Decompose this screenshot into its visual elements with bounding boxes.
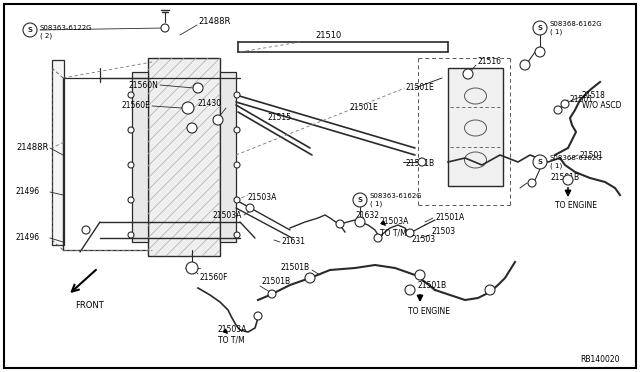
Text: 21496: 21496 (16, 234, 40, 243)
Circle shape (554, 106, 562, 114)
Circle shape (246, 204, 254, 212)
Text: 21503A: 21503A (248, 193, 277, 202)
Circle shape (234, 197, 240, 203)
Text: S08368-6162G: S08368-6162G (550, 155, 603, 161)
Circle shape (268, 290, 276, 298)
Text: 21503A: 21503A (380, 218, 410, 227)
Text: 21501B: 21501B (551, 173, 580, 183)
Text: ( 2): ( 2) (40, 33, 52, 39)
Text: S: S (28, 27, 33, 33)
Text: 21518: 21518 (582, 90, 606, 99)
Bar (148, 58, 220, 256)
Circle shape (563, 175, 573, 185)
Text: 21501B: 21501B (281, 263, 310, 273)
Text: S: S (538, 159, 543, 165)
Circle shape (418, 158, 426, 166)
Circle shape (415, 270, 425, 280)
Text: S08368-6162G: S08368-6162G (550, 21, 603, 27)
Circle shape (161, 24, 169, 32)
Text: 21503: 21503 (412, 235, 436, 244)
Text: 21560F: 21560F (200, 273, 228, 282)
Text: ( 1): ( 1) (550, 163, 563, 169)
Text: 21501B: 21501B (262, 278, 291, 286)
Text: 21503A: 21503A (218, 326, 248, 334)
Circle shape (535, 47, 545, 57)
Text: 21516: 21516 (478, 58, 502, 67)
Circle shape (193, 83, 203, 93)
Circle shape (533, 21, 547, 35)
Text: S08363-6162G: S08363-6162G (370, 193, 422, 199)
Circle shape (234, 92, 240, 98)
Text: 21632: 21632 (355, 211, 379, 219)
Text: 21510: 21510 (315, 32, 341, 41)
Text: 21501E: 21501E (405, 83, 434, 93)
Circle shape (528, 179, 536, 187)
Text: 21560N: 21560N (128, 80, 158, 90)
Circle shape (355, 217, 365, 227)
Circle shape (186, 262, 198, 274)
Text: 21501: 21501 (570, 96, 594, 105)
Circle shape (485, 285, 495, 295)
Text: 21503: 21503 (432, 228, 456, 237)
Text: 21501A: 21501A (435, 214, 464, 222)
Text: ( 1): ( 1) (370, 201, 382, 207)
Circle shape (561, 100, 569, 108)
Text: TO ENGINE: TO ENGINE (408, 308, 450, 317)
Text: 21496: 21496 (16, 187, 40, 196)
Text: TO T/M: TO T/M (218, 336, 244, 344)
Bar (448, 68, 503, 186)
Text: TO ENGINE: TO ENGINE (555, 201, 597, 209)
Circle shape (405, 285, 415, 295)
Text: 21501E: 21501E (350, 103, 379, 112)
Circle shape (406, 229, 414, 237)
Text: 21488R: 21488R (16, 144, 49, 153)
Text: S08363-6122G: S08363-6122G (40, 25, 93, 31)
Circle shape (128, 197, 134, 203)
Bar (52, 60, 64, 245)
Circle shape (128, 92, 134, 98)
Text: 21631: 21631 (282, 237, 306, 247)
Circle shape (187, 123, 197, 133)
Text: S: S (538, 25, 543, 31)
Circle shape (128, 127, 134, 133)
Circle shape (128, 232, 134, 238)
Text: 21503A: 21503A (212, 211, 242, 219)
Bar (220, 72, 236, 242)
Text: RB140020: RB140020 (580, 356, 620, 365)
Circle shape (234, 232, 240, 238)
Circle shape (254, 312, 262, 320)
Circle shape (82, 226, 90, 234)
Text: 21501B: 21501B (405, 158, 434, 167)
Text: FRONT: FRONT (76, 301, 104, 310)
Text: 21560E: 21560E (121, 102, 150, 110)
Text: S: S (358, 197, 362, 203)
Text: 21501B: 21501B (418, 280, 447, 289)
Bar (132, 72, 148, 242)
Circle shape (128, 162, 134, 168)
Circle shape (305, 273, 315, 283)
Text: TO T/M: TO T/M (380, 228, 407, 237)
Circle shape (533, 155, 547, 169)
Circle shape (23, 23, 37, 37)
Text: ( 1): ( 1) (550, 29, 563, 35)
Text: 21501: 21501 (580, 151, 604, 160)
Circle shape (234, 127, 240, 133)
Circle shape (353, 193, 367, 207)
Circle shape (336, 220, 344, 228)
Text: W/O ASCD: W/O ASCD (582, 100, 621, 109)
Circle shape (182, 102, 194, 114)
Circle shape (213, 115, 223, 125)
Circle shape (463, 69, 473, 79)
Circle shape (520, 60, 530, 70)
Circle shape (374, 234, 382, 242)
Text: 21515: 21515 (268, 113, 292, 122)
Text: 21430: 21430 (198, 99, 222, 109)
Text: 21488R: 21488R (198, 17, 230, 26)
Circle shape (234, 162, 240, 168)
